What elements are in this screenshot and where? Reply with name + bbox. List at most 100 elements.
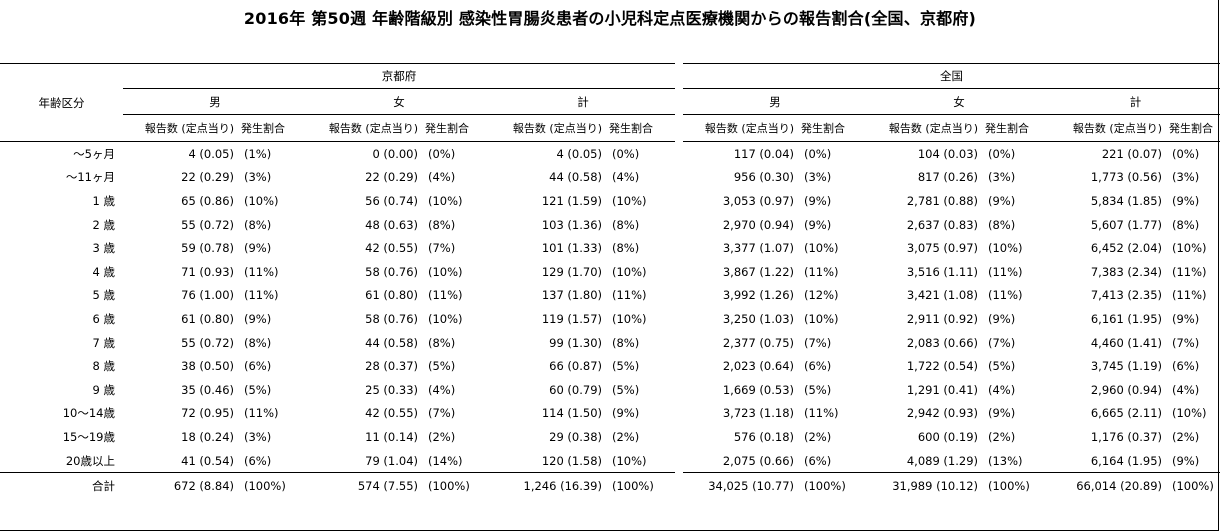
- count-cell: 25 (0.33): [365, 382, 418, 397]
- count-cell: 58 (0.76): [365, 264, 418, 279]
- count-cell: 1,669 (0.53): [722, 382, 794, 397]
- count-cell: 60 (0.79): [549, 382, 602, 397]
- count-cell: 38 (0.50): [181, 359, 234, 374]
- table-row: 10～14歳 72 (0.95) (11%) 42 (0.55) (7%) 114 (1.…: [0, 402, 1220, 426]
- rate-cell: (100%): [798, 472, 867, 499]
- rate-cell: (11%): [1172, 264, 1207, 279]
- count-cell: 0 (0.00): [307, 140, 422, 166]
- rate-subheader: 発生割合: [798, 114, 867, 142]
- count-cell: 1,773 (0.56): [1090, 170, 1162, 185]
- rate-cell: (0%): [422, 140, 491, 166]
- rate-cell: (13%): [988, 453, 1023, 468]
- rate-cell: (8%): [244, 335, 272, 350]
- count-cell: 59 (0.78): [181, 241, 234, 256]
- rate-cell: (10%): [804, 241, 839, 256]
- rate-cell: (8%): [612, 335, 640, 350]
- count-cell: 11 (0.14): [365, 429, 418, 444]
- sex-header-male: 男: [123, 88, 307, 115]
- rate-cell: (2%): [1172, 429, 1200, 444]
- count-cell: 55 (0.72): [181, 217, 234, 232]
- age-group-header: 年齢区分: [0, 63, 123, 142]
- count-cell: 31,989 (10.12): [867, 472, 982, 499]
- region-gap-cell: [675, 189, 683, 213]
- rate-cell: (6%): [804, 453, 832, 468]
- rate-subheader: 発生割合: [606, 114, 675, 142]
- rate-cell: (11%): [244, 264, 279, 279]
- region-gap-cell: [675, 213, 683, 237]
- count-cell: 672 (8.84): [123, 472, 238, 499]
- count-cell: 956 (0.30): [733, 170, 794, 185]
- rate-cell: (11%): [988, 288, 1023, 303]
- count-cell: 76 (1.00): [181, 288, 234, 303]
- rate-cell: (7%): [988, 335, 1016, 350]
- rate-cell: (3%): [804, 170, 832, 185]
- region-header-national: 全国: [683, 63, 1220, 89]
- age-group-label: 20歳以上: [65, 453, 115, 468]
- rate-cell: (8%): [428, 335, 456, 350]
- count-cell: 2,083 (0.66): [906, 335, 978, 350]
- region-header-kyoto: 京都府: [123, 63, 675, 89]
- region-gap-cell: [675, 354, 683, 378]
- table-row: 15～19歳 18 (0.24) (3%) 11 (0.14) (2%) 29 (0.38…: [0, 425, 1220, 449]
- rate-cell: (9%): [988, 311, 1016, 326]
- rate-cell: (8%): [988, 217, 1016, 232]
- rate-cell: (100%): [1166, 472, 1220, 499]
- rate-cell: (10%): [428, 264, 463, 279]
- count-cell: 99 (1.30): [549, 335, 602, 350]
- count-cell: 22 (0.29): [365, 170, 418, 185]
- rate-cell: (10%): [988, 241, 1023, 256]
- rate-cell: (4%): [1172, 382, 1200, 397]
- rate-cell: (14%): [428, 453, 463, 468]
- age-group-label: 10～14歳: [62, 406, 115, 421]
- rate-cell: (9%): [988, 193, 1016, 208]
- count-cell: 7,413 (2.35): [1090, 288, 1162, 303]
- rate-cell: (9%): [1172, 311, 1200, 326]
- table-row: 6 歳 61 (0.80) (9%) 58 (0.76) (10%) 119 (1.57)…: [0, 307, 1220, 331]
- rate-cell: (5%): [804, 382, 832, 397]
- sex-header-female: 女: [307, 88, 491, 115]
- rate-cell: (4%): [428, 382, 456, 397]
- count-cell: 3,377 (1.07): [722, 241, 794, 256]
- count-cell: 1,722 (0.54): [906, 359, 978, 374]
- rate-cell: (11%): [988, 264, 1023, 279]
- rate-cell: (9%): [804, 217, 832, 232]
- count-cell: 3,992 (1.26): [722, 288, 794, 303]
- age-group-label: 7 歳: [92, 335, 115, 350]
- region-gap-cell: [675, 378, 683, 402]
- rate-cell: (10%): [804, 311, 839, 326]
- rate-cell: (10%): [612, 264, 647, 279]
- rate-cell: (9%): [612, 406, 640, 421]
- sex-header-male: 男: [683, 88, 867, 115]
- count-cell: 137 (1.80): [541, 288, 602, 303]
- count-cell: 120 (1.58): [541, 453, 602, 468]
- rate-cell: (10%): [612, 311, 647, 326]
- count-cell: 2,637 (0.83): [906, 217, 978, 232]
- rate-cell: (1%): [238, 140, 307, 166]
- rate-cell: (5%): [428, 359, 456, 374]
- count-cell: 817 (0.26): [917, 170, 978, 185]
- rate-cell: (9%): [244, 311, 272, 326]
- count-cell: 600 (0.19): [917, 429, 978, 444]
- count-cell: 3,075 (0.97): [906, 241, 978, 256]
- rate-cell: (0%): [1166, 140, 1220, 166]
- rate-cell: (3%): [1172, 170, 1200, 185]
- rate-cell: (9%): [1172, 193, 1200, 208]
- count-cell: 2,911 (0.92): [906, 311, 978, 326]
- count-cell: 3,723 (1.18): [722, 406, 794, 421]
- rate-cell: (11%): [1172, 288, 1207, 303]
- rate-cell: (8%): [244, 217, 272, 232]
- count-cell: 576 (0.18): [733, 429, 794, 444]
- table-row: 9 歳 35 (0.46) (5%) 25 (0.33) (4%) 60 (0.79) (5…: [0, 378, 1220, 402]
- sex-header-gap: [675, 89, 683, 115]
- rate-cell: (100%): [238, 472, 307, 499]
- table-row: 2 歳 55 (0.72) (8%) 48 (0.63) (8%) 103 (1.36) (…: [0, 213, 1220, 237]
- age-group-label: 8 歳: [92, 359, 115, 374]
- sex-header-total: 計: [1051, 88, 1220, 115]
- age-group-label: 4 歳: [92, 264, 115, 279]
- count-cell: 28 (0.37): [365, 359, 418, 374]
- rate-cell: (6%): [1172, 359, 1200, 374]
- count-cell: 22 (0.29): [181, 170, 234, 185]
- rate-cell: (4%): [988, 382, 1016, 397]
- rate-cell: (7%): [428, 241, 456, 256]
